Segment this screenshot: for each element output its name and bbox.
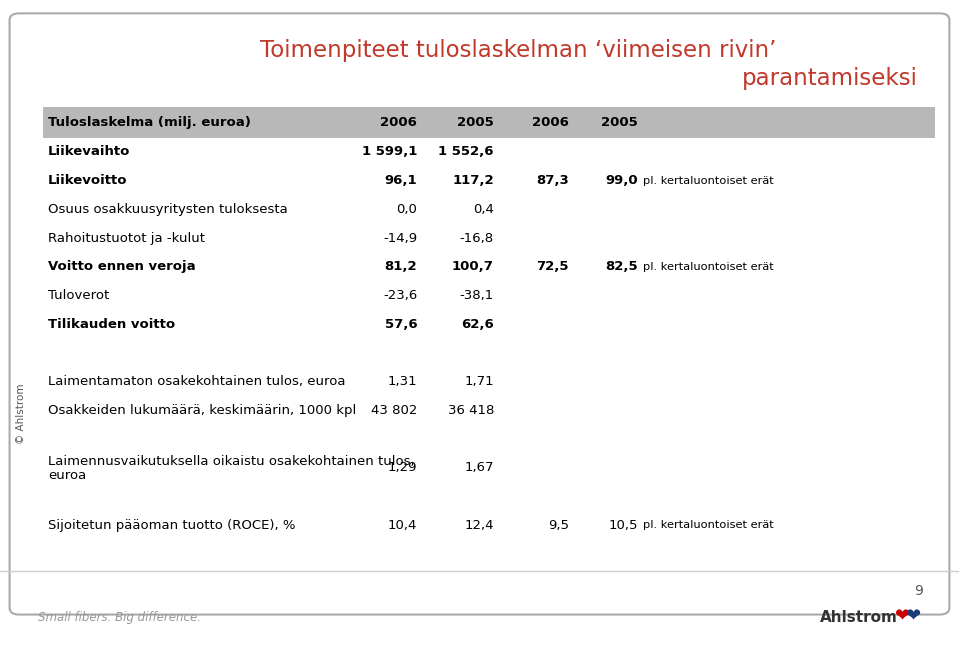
Text: Small fibers. Big difference.: Small fibers. Big difference. xyxy=(38,611,201,625)
Text: Voitto ennen veroja: Voitto ennen veroja xyxy=(48,261,196,273)
Text: 72,5: 72,5 xyxy=(536,261,569,273)
Text: 1 552,6: 1 552,6 xyxy=(438,146,494,158)
Text: 10,5: 10,5 xyxy=(608,519,638,532)
Text: pl. kertaluontoiset erät: pl. kertaluontoiset erät xyxy=(643,262,773,272)
Text: Tilikauden voitto: Tilikauden voitto xyxy=(48,318,175,331)
Text: 81,2: 81,2 xyxy=(385,261,417,273)
Text: 1,67: 1,67 xyxy=(464,462,494,474)
Text: 96,1: 96,1 xyxy=(385,174,417,187)
Text: 2005: 2005 xyxy=(457,116,494,129)
Text: 1,71: 1,71 xyxy=(464,375,494,388)
Text: 0,4: 0,4 xyxy=(473,203,494,216)
Text: © Ahlstrom: © Ahlstrom xyxy=(16,384,26,444)
Text: 62,6: 62,6 xyxy=(461,318,494,331)
Text: 99,0: 99,0 xyxy=(605,174,638,187)
Text: Tuloverot: Tuloverot xyxy=(48,289,109,302)
Text: ❤: ❤ xyxy=(894,608,909,625)
Text: 43 802: 43 802 xyxy=(371,404,417,417)
Text: 2006: 2006 xyxy=(381,116,417,129)
Text: Ahlstrom: Ahlstrom xyxy=(820,611,898,625)
Text: pl. kertaluontoiset erät: pl. kertaluontoiset erät xyxy=(643,176,773,186)
Text: -16,8: -16,8 xyxy=(459,232,494,244)
Text: Osuus osakkuusyritysten tuloksesta: Osuus osakkuusyritysten tuloksesta xyxy=(48,203,288,216)
Text: Liikevaihto: Liikevaihto xyxy=(48,146,130,158)
Text: Rahoitustuotot ja -kulut: Rahoitustuotot ja -kulut xyxy=(48,232,205,244)
Text: -14,9: -14,9 xyxy=(383,232,417,244)
Text: 2005: 2005 xyxy=(601,116,638,129)
Text: 9: 9 xyxy=(914,584,923,598)
Text: 1,31: 1,31 xyxy=(387,375,417,388)
Text: pl. kertaluontoiset erät: pl. kertaluontoiset erät xyxy=(643,520,773,530)
Text: euroa: euroa xyxy=(48,470,86,482)
Text: Laimennusvaikutuksella oikaistu osakekohtainen tulos,: Laimennusvaikutuksella oikaistu osakekoh… xyxy=(48,455,414,468)
Text: 10,4: 10,4 xyxy=(387,519,417,532)
Text: Liikevoitto: Liikevoitto xyxy=(48,174,128,187)
Text: 117,2: 117,2 xyxy=(453,174,494,187)
Text: 1 599,1: 1 599,1 xyxy=(362,146,417,158)
Text: 57,6: 57,6 xyxy=(385,318,417,331)
Text: 9,5: 9,5 xyxy=(548,519,569,532)
Text: 2006: 2006 xyxy=(532,116,569,129)
Text: parantamiseksi: parantamiseksi xyxy=(741,67,918,90)
Text: 12,4: 12,4 xyxy=(464,519,494,532)
Text: ❤: ❤ xyxy=(905,608,921,625)
Text: -23,6: -23,6 xyxy=(383,289,417,302)
Text: 82,5: 82,5 xyxy=(605,261,638,273)
Text: Toimenpiteet tuloslaskelman ‘viimeisen rivin’: Toimenpiteet tuloslaskelman ‘viimeisen r… xyxy=(260,39,776,61)
Text: -38,1: -38,1 xyxy=(459,289,494,302)
Text: 1,29: 1,29 xyxy=(387,462,417,474)
Text: 100,7: 100,7 xyxy=(452,261,494,273)
Text: 87,3: 87,3 xyxy=(536,174,569,187)
Text: 36 418: 36 418 xyxy=(448,404,494,417)
Text: Laimentamaton osakekohtainen tulos, euroa: Laimentamaton osakekohtainen tulos, euro… xyxy=(48,375,345,388)
Text: Tuloslaskelma (milj. euroa): Tuloslaskelma (milj. euroa) xyxy=(48,116,251,129)
Text: Sijoitetun pääoman tuotto (ROCE), %: Sijoitetun pääoman tuotto (ROCE), % xyxy=(48,519,295,532)
Text: 0,0: 0,0 xyxy=(396,203,417,216)
Text: Osakkeiden lukumäärä, keskimäärin, 1000 kpl: Osakkeiden lukumäärä, keskimäärin, 1000 … xyxy=(48,404,356,417)
